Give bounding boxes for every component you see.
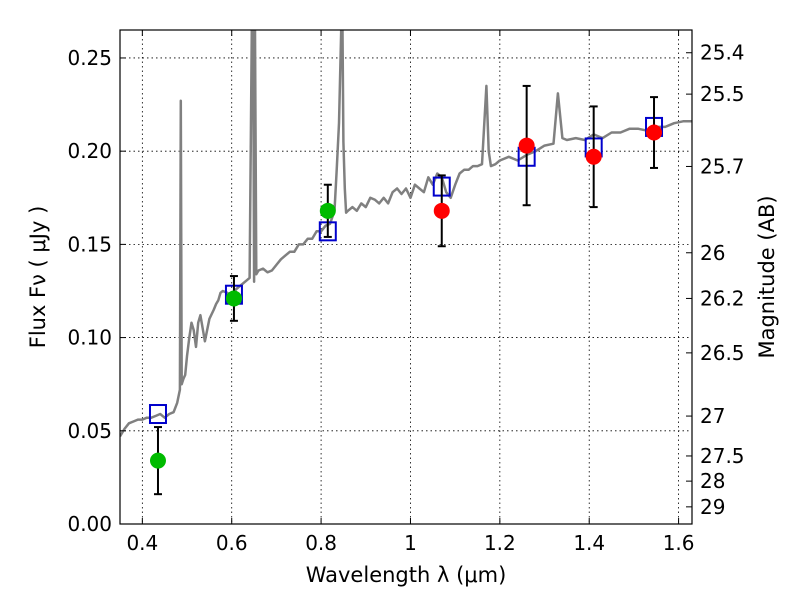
- y-tick-label: 0.20: [67, 139, 112, 163]
- right-tick-label: 26: [700, 241, 725, 265]
- x-axis-label: Wavelength λ (μm): [306, 563, 507, 587]
- y-tick-label: 0.15: [67, 232, 112, 256]
- spectrum-line: [120, 30, 692, 438]
- right-tick-label: 27: [700, 404, 725, 428]
- data-point: [433, 202, 450, 219]
- right-tick-label: 25.7: [700, 154, 745, 178]
- x-tick-label: 0.6: [216, 531, 248, 555]
- right-tick-label: 27.5: [700, 444, 745, 468]
- x-tick-label: 1.4: [573, 531, 605, 555]
- x-tick-label: 0.8: [305, 531, 337, 555]
- y-tick-label: 0.25: [67, 46, 112, 70]
- grid-lines: [120, 30, 692, 525]
- data-point: [149, 452, 166, 469]
- x-axis: 0.4 0.6 0.8 1 1.2 1.4 1.6: [126, 30, 695, 555]
- right-tick-label: 28: [700, 469, 725, 493]
- y-tick-label: 0.10: [67, 326, 112, 350]
- y-axis-label: Flux Fν ( μJy ): [26, 206, 50, 349]
- right-tick-label: 26.2: [700, 286, 745, 310]
- right-tick-label: 25.4: [700, 41, 745, 65]
- data-point: [225, 290, 242, 307]
- data-point: [518, 137, 535, 154]
- data-point: [585, 148, 602, 165]
- plot-area: [120, 30, 692, 496]
- right-tick-label: 25.5: [700, 82, 745, 106]
- x-tick-label: 1.2: [484, 531, 516, 555]
- y-axis-right-label: Magnitude (AB): [755, 195, 779, 358]
- y-axis-left: 0.00 0.05 0.10 0.15 0.20 0.25: [67, 46, 126, 536]
- x-tick-label: 1: [404, 531, 417, 555]
- plot-frame: [119, 29, 693, 525]
- x-tick-label: 1.6: [663, 531, 695, 555]
- model-point-square: [148, 404, 167, 425]
- data-point: [646, 124, 663, 141]
- right-tick-label: 29: [700, 495, 725, 519]
- y-tick-label: 0.05: [67, 419, 112, 443]
- data-point: [319, 202, 336, 219]
- y-tick-label: 0.00: [67, 512, 112, 536]
- x-tick-label: 0.4: [126, 531, 158, 555]
- right-tick-label: 26.5: [700, 341, 745, 365]
